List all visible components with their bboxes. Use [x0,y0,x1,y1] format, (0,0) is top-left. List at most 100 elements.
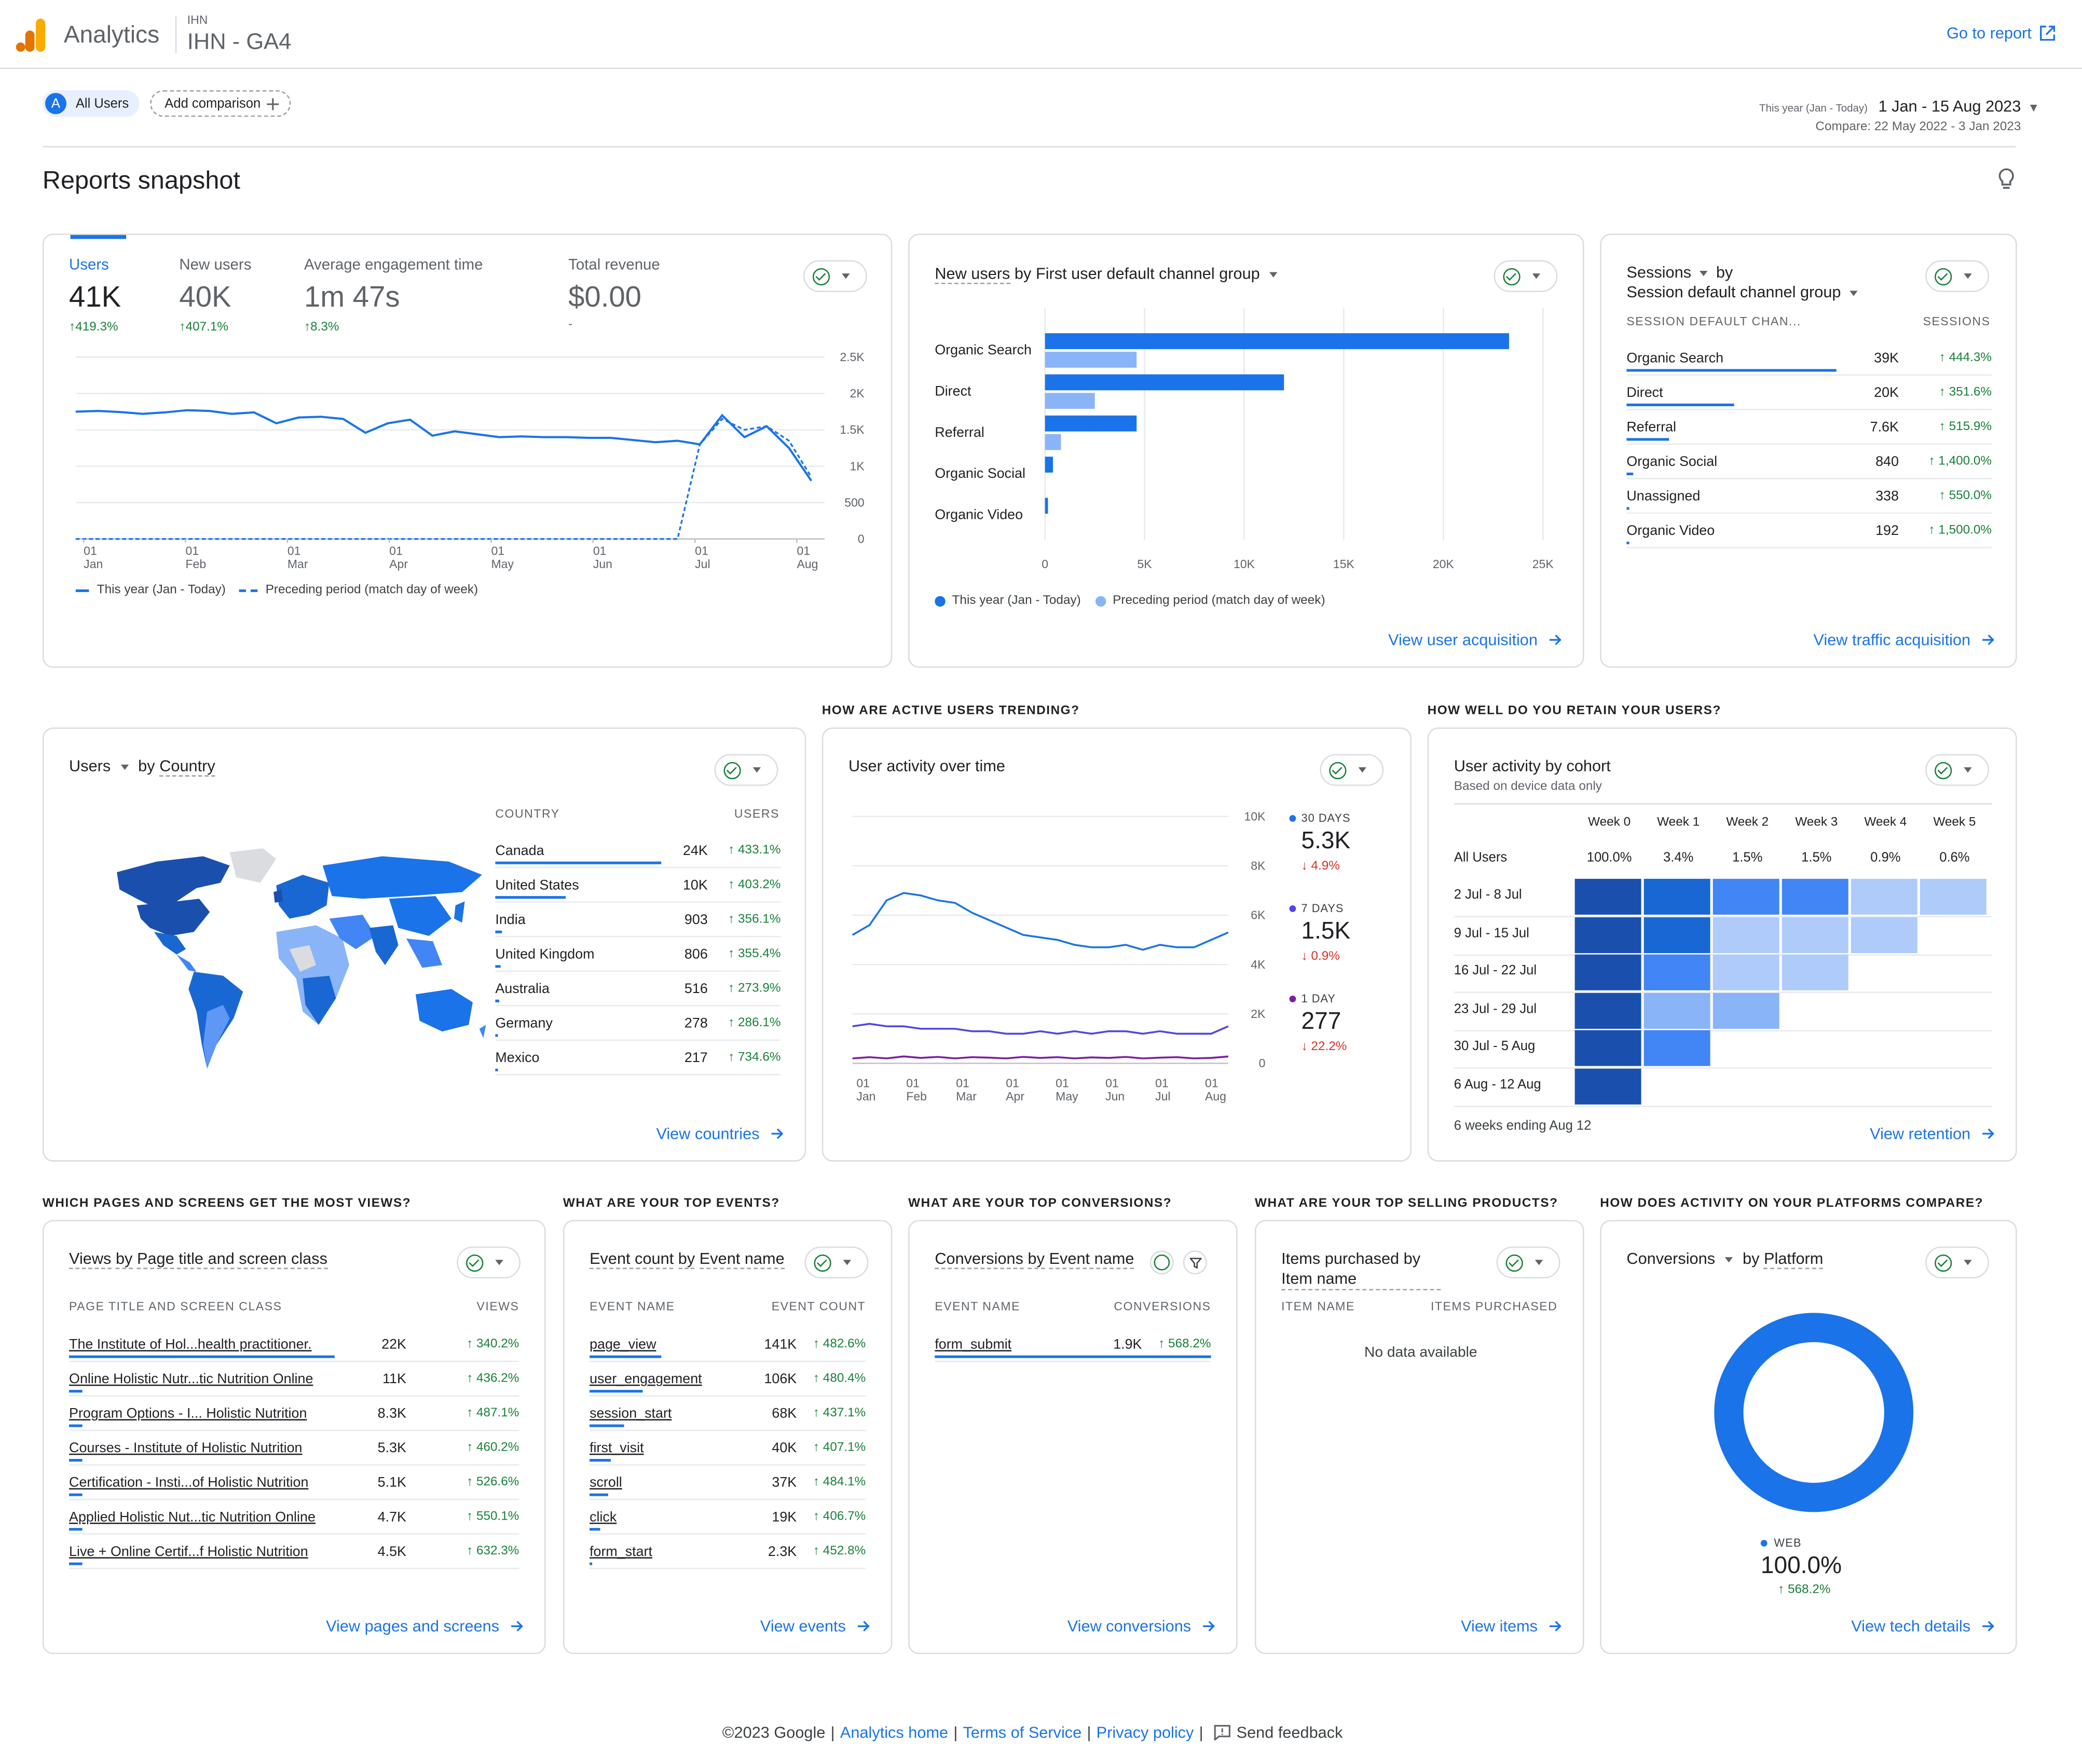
card-title[interactable]: New users by First user default channel … [935,264,1278,284]
insights-dropdown[interactable] [803,260,867,292]
table-row[interactable]: United States 10K ↑ 403.2% [495,868,781,903]
all-users-chip[interactable]: A All Users [42,90,140,117]
row-name[interactable]: scroll [590,1474,622,1491]
table-row[interactable]: United Kingdom 806 ↑ 355.4% [495,937,781,972]
table-row[interactable]: Organic Social 840 ↑ 1,400.0% [1626,445,1992,479]
table-row[interactable]: Program Options - I... Holistic Nutritio… [69,1397,519,1431]
table-row[interactable]: Organic Search 39K ↑ 444.3% [1626,341,1992,376]
insights-button[interactable] [1149,1250,1174,1275]
view-traffic-acquisition-link[interactable]: View traffic acquisition [1813,630,1994,649]
view-conversions-link[interactable]: View conversions [1067,1617,1215,1635]
cohort-cell[interactable] [1851,878,1917,915]
cohort-cell[interactable] [1574,1068,1641,1104]
table-row[interactable]: form_submit 1.9K ↑ 568.2% [935,1328,1211,1362]
cohort-cell[interactable] [1713,992,1779,1028]
row-name[interactable]: form_start [590,1544,653,1560]
row-name[interactable]: Canada [495,843,544,859]
row-name[interactable]: Organic Social [1626,454,1718,470]
insights-dropdown[interactable] [714,754,778,786]
row-name[interactable]: Certification - Insti...of Holistic Nutr… [69,1474,309,1491]
table-row[interactable]: first_visit 40K ↑ 407.1% [590,1431,866,1466]
table-row[interactable]: scroll 37K ↑ 484.1% [590,1466,866,1500]
cohort-cell[interactable] [1574,1030,1641,1066]
cohort-cell[interactable] [1574,878,1641,915]
table-row[interactable]: Germany 278 ↑ 286.1% [495,1006,781,1041]
card-title[interactable]: Event count by Event name [590,1249,785,1270]
table-row[interactable]: session_start 68K ↑ 437.1% [590,1397,866,1431]
privacy-link[interactable]: Privacy policy [1096,1723,1194,1742]
row-name[interactable]: Program Options - I... Holistic Nutritio… [69,1405,307,1422]
cohort-cell[interactable] [1643,916,1710,953]
row-name[interactable]: Referral [1626,419,1676,436]
row-name[interactable]: Direct [1626,385,1663,401]
view-user-acquisition-link[interactable]: View user acquisition [1388,630,1562,649]
column-header[interactable]: CONVERSIONS [1114,1299,1211,1313]
table-row[interactable]: Mexico 217 ↑ 734.6% [495,1041,781,1076]
account-name[interactable]: IHN [187,13,208,27]
row-name[interactable]: Unassigned [1626,488,1701,505]
cohort-cell[interactable] [1782,878,1848,915]
insights-dropdown[interactable] [1496,1246,1560,1279]
table-row[interactable]: Online Holistic Nutr...tic Nutrition Onl… [69,1362,519,1397]
row-name[interactable]: Organic Video [1626,523,1715,539]
row-name[interactable]: Organic Search [1626,350,1724,367]
card-title[interactable]: Sessions by Session default channel grou… [1626,263,1892,303]
table-row[interactable]: Unassigned 338 ↑ 550.0% [1626,479,1992,514]
insights-dropdown[interactable] [1494,260,1558,292]
insights-dropdown[interactable] [1925,754,1989,786]
row-name[interactable]: Online Holistic Nutr...tic Nutrition Onl… [69,1371,313,1387]
view-retention-link[interactable]: View retention [1870,1124,1994,1143]
insights-dropdown[interactable] [804,1246,869,1279]
cohort-cell[interactable] [1713,954,1779,990]
row-name[interactable]: Mexico [495,1050,540,1066]
card-title[interactable]: Conversions by Platform [1626,1249,1824,1270]
kpi-label[interactable]: Users [69,257,109,274]
platform-donut-chart[interactable] [1707,1306,1920,1519]
world-map[interactable] [104,846,489,1071]
column-header[interactable]: EVENT COUNT [771,1299,866,1313]
table-row[interactable]: Direct 20K ↑ 351.6% [1626,376,1992,410]
cohort-cell[interactable] [1713,916,1779,953]
view-countries-link[interactable]: View countries [656,1124,784,1143]
kpi-label[interactable]: Average engagement time [304,257,483,274]
row-name[interactable]: The Institute of Hol...health practition… [69,1336,312,1353]
row-name[interactable]: Australia [495,981,550,997]
row-name[interactable]: Live + Online Certif...f Holistic Nutrit… [69,1544,308,1560]
cohort-cell[interactable] [1643,954,1710,990]
row-name[interactable]: page_view [590,1336,656,1353]
column-header[interactable]: ITEMS PURCHASED [1430,1299,1558,1313]
row-name[interactable]: Applied Holistic Nut...tic Nutrition Onl… [69,1509,316,1525]
row-name[interactable]: United States [495,877,579,894]
table-row[interactable]: user_engagement 106K ↑ 480.4% [590,1362,866,1397]
cohort-cell[interactable] [1920,878,1987,915]
column-header[interactable]: VIEWS [476,1299,519,1313]
cohort-cell[interactable] [1574,954,1641,990]
table-row[interactable]: Certification - Insti...of Holistic Nutr… [69,1466,519,1500]
table-row[interactable]: page_view 141K ↑ 482.6% [590,1328,866,1362]
card-title[interactable]: Users by Country [69,756,215,777]
table-row[interactable]: Australia 516 ↑ 273.9% [495,972,781,1007]
add-comparison-button[interactable]: Add comparison [150,90,292,117]
cohort-cell[interactable] [1851,916,1917,953]
column-header[interactable]: SESSIONS [1923,314,1991,328]
cohort-cell[interactable] [1713,878,1779,915]
insights-dropdown[interactable] [1925,1246,1989,1279]
view-pages-link[interactable]: View pages and screens [326,1617,523,1635]
property-name[interactable]: IHN - GA4 [187,29,292,54]
row-name[interactable]: first_visit [590,1440,644,1456]
cohort-cell[interactable] [1643,992,1710,1028]
insights-dropdown[interactable] [457,1246,521,1279]
kpi-label[interactable]: Total revenue [568,257,660,274]
row-name[interactable]: Germany [495,1015,553,1032]
table-row[interactable]: form_start 2.3K ↑ 452.8% [590,1535,866,1569]
table-row[interactable]: The Institute of Hol...health practition… [69,1328,519,1362]
table-row[interactable]: Live + Online Certif...f Holistic Nutrit… [69,1535,519,1569]
go-to-report-link[interactable]: Go to report [1947,24,2056,43]
cohort-cell[interactable] [1782,916,1848,953]
table-row[interactable]: Organic Video 192 ↑ 1,500.0% [1626,514,1992,548]
date-range-picker[interactable]: This year (Jan - Today) 1 Jan - 15 Aug 2… [1759,97,2039,116]
row-name[interactable]: form_submit [935,1336,1012,1353]
cohort-cell[interactable] [1643,1030,1710,1066]
view-events-link[interactable]: View events [760,1617,870,1635]
table-row[interactable]: India 903 ↑ 356.1% [495,903,781,938]
